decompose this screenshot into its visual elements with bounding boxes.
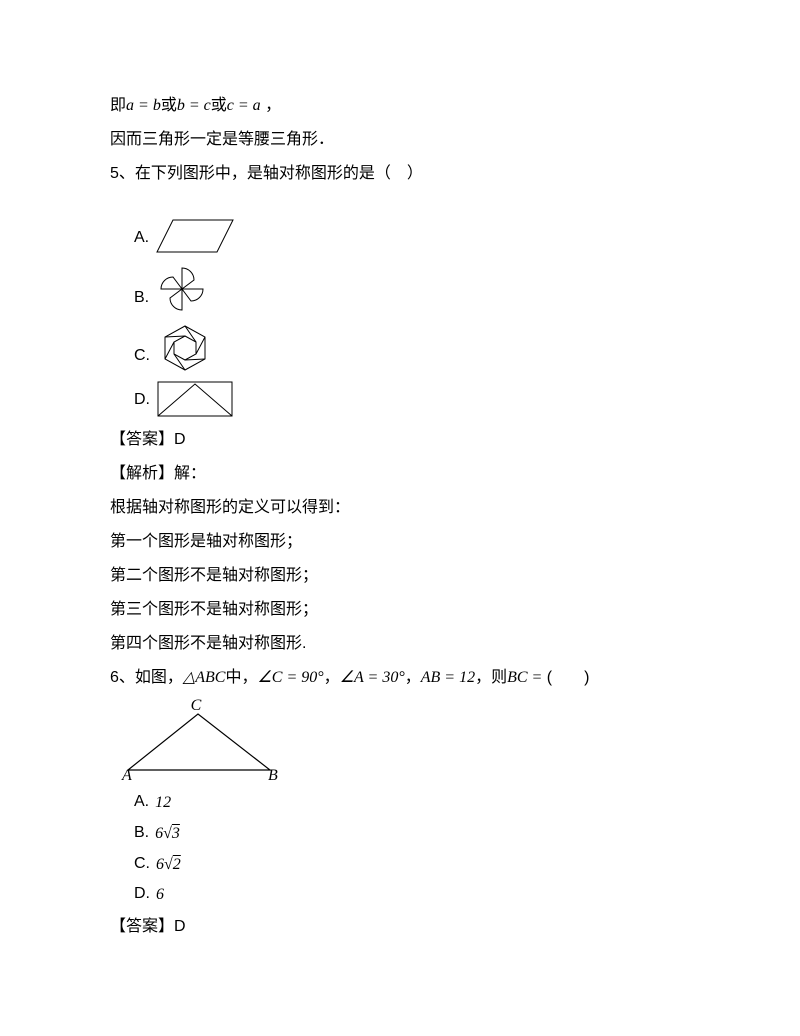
q6-option-d: D. 6 bbox=[134, 880, 690, 911]
stem-tri: △ABC bbox=[183, 669, 226, 686]
stem-anglea: ∠A = 30° bbox=[340, 669, 405, 686]
option-label-a: A. bbox=[134, 222, 149, 256]
answer-value: D bbox=[174, 918, 186, 935]
trapezoid-icon bbox=[155, 216, 237, 256]
q5-explain-2: 第一个图形是轴对称图形； bbox=[110, 526, 690, 558]
q5-explain-5: 第四个图形不是轴对称图形. bbox=[110, 628, 690, 660]
option-label-d: D. bbox=[134, 384, 150, 418]
label-c: C bbox=[191, 698, 202, 714]
math-a-eq-b: a = b bbox=[126, 97, 161, 114]
comma2: ， bbox=[405, 669, 421, 686]
suffix: ， bbox=[261, 97, 281, 114]
q5-option-c: C. bbox=[134, 322, 690, 374]
preamble-line-2: 因而三角形一定是等腰三角形． bbox=[110, 124, 690, 156]
q6-option-c: C. 6√2 bbox=[134, 850, 690, 881]
answer-label: 【答案】 bbox=[110, 431, 174, 448]
option-label: C. bbox=[134, 850, 150, 881]
comma3: ，则 bbox=[475, 669, 507, 686]
q5-option-a: A. bbox=[134, 216, 690, 256]
option-label: D. bbox=[134, 880, 150, 911]
q5-explain-3: 第二个图形不是轴对称图形； bbox=[110, 560, 690, 592]
q5-answer: 【答案】D bbox=[110, 424, 690, 456]
paren: ( ) bbox=[542, 669, 589, 686]
option-value: 6 bbox=[156, 881, 164, 910]
stem-ab: AB = 12 bbox=[421, 669, 475, 686]
hexagon-knot-icon bbox=[156, 322, 214, 374]
stem-bc: BC = bbox=[507, 669, 542, 686]
answer-label: 【答案】 bbox=[110, 918, 174, 935]
option-value: 12 bbox=[155, 789, 171, 818]
triangle-icon: C A B bbox=[120, 698, 290, 782]
q5-explain-4: 第三个图形不是轴对称图形； bbox=[110, 594, 690, 626]
comma1: ， bbox=[324, 669, 340, 686]
q5-explain-label: 【解析】解： bbox=[110, 458, 690, 490]
option-label: A. bbox=[134, 788, 149, 819]
q5-stem: 5、在下列图形中，是轴对称图形的是（ ） bbox=[110, 158, 690, 190]
or-2: 或 bbox=[211, 97, 227, 114]
stem-mid1: 中， bbox=[225, 669, 257, 686]
option-label-b: B. bbox=[134, 282, 149, 316]
text: 即 bbox=[110, 97, 126, 114]
option-label-c: C. bbox=[134, 340, 150, 374]
preamble-line-1: 即a = b或b = c或c = a ， bbox=[110, 90, 690, 122]
label-b: B bbox=[268, 767, 278, 782]
label-a: A bbox=[121, 767, 132, 782]
rect-triangle-icon bbox=[156, 380, 234, 418]
q5-option-d: D. bbox=[134, 380, 690, 418]
math-c-eq-a: c = a bbox=[227, 97, 261, 114]
pinwheel-icon bbox=[155, 262, 209, 316]
q5-option-b: B. bbox=[134, 262, 690, 316]
q6-option-b: B. 6√3 bbox=[134, 819, 690, 850]
option-value: 6√3 bbox=[155, 820, 180, 849]
option-value: 6√2 bbox=[156, 851, 181, 880]
q6-diagram: C A B bbox=[120, 698, 690, 782]
stem-prefix: 6、如图， bbox=[110, 669, 183, 686]
math-b-eq-c: b = c bbox=[177, 97, 211, 114]
q5-explain-1: 根据轴对称图形的定义可以得到： bbox=[110, 492, 690, 524]
q6-answer: 【答案】D bbox=[110, 911, 690, 943]
answer-value: D bbox=[174, 431, 186, 448]
q6-option-a: A. 12 bbox=[134, 788, 690, 819]
q6-stem: 6、如图，△ABC中，∠C = 90°，∠A = 30°，AB = 12，则BC… bbox=[110, 662, 690, 694]
stem-anglec: ∠C = 90° bbox=[257, 669, 323, 686]
option-label: B. bbox=[134, 819, 149, 850]
or-1: 或 bbox=[161, 97, 177, 114]
